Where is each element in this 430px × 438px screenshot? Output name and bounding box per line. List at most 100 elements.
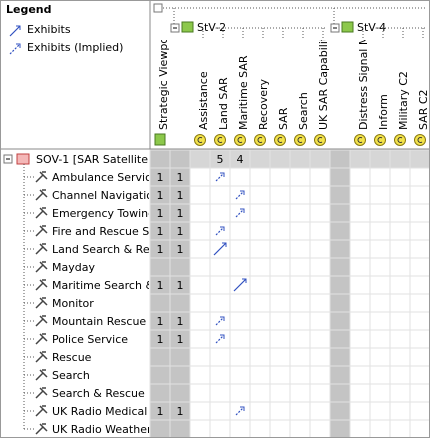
exhibit-arrow xyxy=(235,208,245,218)
row-label: UK Radio Medical Ad xyxy=(52,405,165,418)
cell xyxy=(389,401,411,421)
cell xyxy=(349,401,371,421)
cell xyxy=(329,383,351,403)
cell xyxy=(409,329,430,349)
cell-value: 4 xyxy=(237,153,244,166)
cell xyxy=(409,293,430,313)
row-label: Fire and Rescue Ser xyxy=(52,225,161,238)
exhibit-arrow xyxy=(235,190,245,200)
exhibit-arrow-head xyxy=(220,334,225,339)
cell xyxy=(349,275,371,295)
cell xyxy=(389,203,411,223)
cell-value: 1 xyxy=(157,243,164,256)
exhibit-arrow xyxy=(215,316,225,326)
cell-value: 1 xyxy=(157,207,164,220)
capability-icon-mark xyxy=(297,137,303,143)
row-label: Maritime Search & R xyxy=(52,279,166,292)
cell xyxy=(169,293,191,313)
cell xyxy=(309,401,331,421)
cell xyxy=(309,383,331,403)
cell xyxy=(229,329,251,349)
tool-icon xyxy=(35,225,48,237)
cell xyxy=(329,293,351,313)
row-label: Ambulance Service xyxy=(52,171,158,184)
exhibit-arrow-head xyxy=(240,190,245,195)
group-label: StV-2 xyxy=(197,21,226,34)
cell xyxy=(389,221,411,241)
root-label: SOV-1 [SAR Satellite Aic xyxy=(36,153,168,166)
row-label: UK Radio Weather F xyxy=(52,423,161,436)
cell xyxy=(269,185,291,205)
cell xyxy=(209,221,231,241)
legend-arrow xyxy=(9,25,21,37)
cell xyxy=(189,329,211,349)
column-label: Maritime SAR xyxy=(237,55,250,130)
column-headers: StV-2 StV-4 Strategic Viewpoint [S4 Assista… xyxy=(154,8,430,146)
capability-icon xyxy=(414,134,426,146)
cell xyxy=(349,203,371,223)
row-label: Mayday xyxy=(52,261,95,274)
legend-title: Legend xyxy=(6,3,52,16)
cell xyxy=(209,275,231,295)
cell xyxy=(269,203,291,223)
cell xyxy=(309,419,331,438)
cell xyxy=(409,401,430,421)
exhibit-arrow xyxy=(213,242,227,256)
cell xyxy=(149,347,171,367)
capability-icon-mark xyxy=(257,137,263,143)
legend-arrow-head xyxy=(16,43,21,48)
cell xyxy=(249,167,271,187)
cell xyxy=(349,311,371,331)
capability-icon xyxy=(234,134,246,146)
cell xyxy=(309,185,331,205)
cell xyxy=(369,347,391,367)
cell xyxy=(209,383,231,403)
column-label: Distress Signal Mon xyxy=(357,22,370,130)
tool-icon xyxy=(35,315,48,327)
exhibit-arrow-head xyxy=(220,316,225,321)
cell xyxy=(269,419,291,438)
cell xyxy=(369,185,391,205)
cell xyxy=(329,311,351,331)
cell xyxy=(369,329,391,349)
column-label: Search xyxy=(297,92,310,130)
cell xyxy=(369,257,391,277)
cell xyxy=(289,293,311,313)
capability-icon xyxy=(354,134,366,146)
cell xyxy=(269,221,291,241)
group-label: StV-4 xyxy=(357,21,386,34)
cell xyxy=(149,365,171,385)
checkbox[interactable] xyxy=(153,3,163,13)
cell xyxy=(229,257,251,277)
cell-value: 1 xyxy=(157,279,164,292)
cell xyxy=(189,347,211,367)
root-icon xyxy=(16,153,30,165)
cell xyxy=(329,401,351,421)
cell xyxy=(329,329,351,349)
cell xyxy=(269,239,291,259)
capability-icon xyxy=(374,134,386,146)
column-label: Inform xyxy=(377,94,390,130)
cell xyxy=(189,365,211,385)
cell xyxy=(229,365,251,385)
column-label: UK SAR Capability xyxy=(317,30,330,130)
capability-icon-mark xyxy=(277,137,283,143)
cell xyxy=(389,293,411,313)
cell xyxy=(329,149,351,169)
cell xyxy=(169,383,191,403)
cell xyxy=(329,275,351,295)
cell xyxy=(329,365,351,385)
row-label: Emergency Towing ( xyxy=(52,207,163,220)
capability-icon xyxy=(314,134,326,146)
cell xyxy=(229,419,251,438)
capability-icon-mark xyxy=(357,137,363,143)
cell xyxy=(289,167,311,187)
column-labels: Strategic Viewpoint [S4 Assistance Land SA… xyxy=(157,22,430,130)
cell xyxy=(189,401,211,421)
cell xyxy=(409,383,430,403)
column-label: SAR C2 xyxy=(417,89,430,130)
cell xyxy=(189,293,211,313)
cell xyxy=(369,383,391,403)
cell xyxy=(249,293,271,313)
